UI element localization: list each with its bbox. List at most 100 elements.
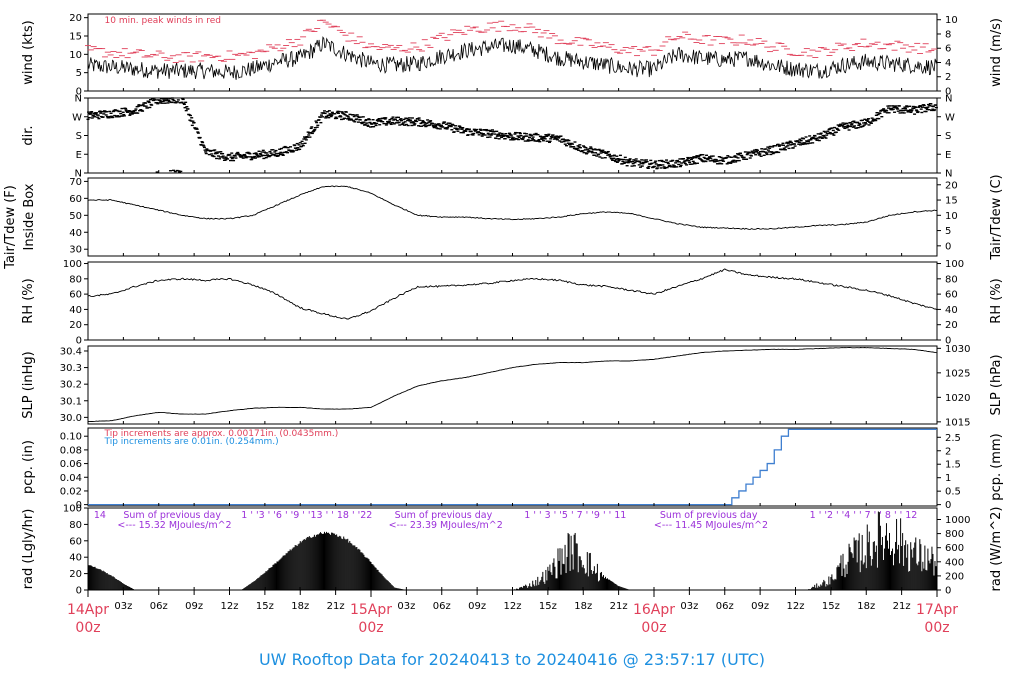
wind-ylabel-right: wind (m/s) <box>989 18 1004 87</box>
pcp-ytick-label: 0.06 <box>60 459 82 470</box>
rh-ytick-label: 40 <box>69 305 82 316</box>
wind-annotation: 10 min. peak winds in red <box>105 16 222 26</box>
rh-series-line <box>87 268 938 320</box>
rad-ytick-label: 80 <box>69 520 82 531</box>
pcp-ytick-right-label: 0 <box>945 500 951 511</box>
slp-ytick-right-label: 1020 <box>945 393 970 404</box>
rad-daily-sum-value: <--- 15.32 MJoules/m^2 <box>117 520 231 531</box>
day-label-time: 00z <box>641 620 666 636</box>
dir-ytick-label: N <box>75 94 82 105</box>
rad-ytick-label: 100 <box>63 504 82 515</box>
rh-ylabel-right: RH (%) <box>989 278 1004 323</box>
pcp-ytick-label: 0.08 <box>60 445 82 456</box>
rh-ytick-right-label: 80 <box>945 274 958 285</box>
time-tick-label: 09z <box>468 601 486 612</box>
temp-ytick-label: 50 <box>69 211 82 222</box>
temp-ylabel: Tair/Tdew (F) <box>3 185 18 270</box>
time-tick-label: 18z <box>857 601 875 612</box>
rad-hour-mark: 14 <box>94 510 106 521</box>
rh-ytick-label: 100 <box>63 259 82 270</box>
pcp-ytick-right-label: 0.5 <box>945 487 961 498</box>
temp-frame <box>87 177 938 257</box>
dir-ytick-right-label: N <box>945 169 952 180</box>
wind-ytick-label: 10 <box>69 50 82 61</box>
wind-ytick-label: 15 <box>69 32 82 43</box>
slp-ytick-right-label: 1015 <box>945 417 970 428</box>
pcp-ytick-right-label: 1 <box>945 473 951 484</box>
wind-ytick-right-label: 10 <box>945 15 958 26</box>
pcp-series-line <box>88 428 937 506</box>
rad-ytick-right-label: 400 <box>945 557 964 568</box>
day-label-date: 14Apr <box>67 602 109 618</box>
temp-ytick-right-label: 10 <box>945 211 958 222</box>
dir-ytick-label: S <box>76 131 82 142</box>
chart-title: UW Rooftop Data for 20240413 to 20240416… <box>259 650 765 669</box>
pcp-ytick-right-label: 2 <box>945 446 951 457</box>
panel-wind: 0 5 10 15 20 0 2 4 6 8 10 wind (kts) wind (m/s) 10 mi… <box>21 13 1004 97</box>
time-tick-label: 12z <box>787 601 805 612</box>
slp-ytick-label: 30.1 <box>60 396 82 407</box>
pcp-annotation-fine: Tip increments are approx. 0.00171in. (0… <box>104 429 339 439</box>
day-label-date: 15Apr <box>350 602 392 618</box>
rh-frame <box>87 261 938 341</box>
rad-bars <box>87 511 937 590</box>
dir-ytick-label: E <box>76 150 82 161</box>
slp-ytick-label: 30.2 <box>60 380 82 391</box>
rad-ytick-label: 40 <box>69 553 82 564</box>
temp-ytick-label: 60 <box>69 194 82 205</box>
temp-ytick-right-label: 20 <box>945 180 958 191</box>
pcp-ylabel: pcp. (in) <box>21 440 36 494</box>
rad-ytick-right-label: 1000 <box>945 515 970 526</box>
slp-ytick-label: 30.0 <box>60 413 82 424</box>
temp-series-line <box>87 185 938 230</box>
time-tick-label: 06z <box>433 601 451 612</box>
dir-ytick-right-label: S <box>945 131 951 142</box>
time-tick-label: 15z <box>822 601 840 612</box>
slp-ylabel-right: SLP (hPa) <box>989 354 1004 415</box>
panel-temp: 30 40 50 60 70 0 5 10 15 20 Tair/Tdew (F) Inside Bo… <box>3 174 1004 269</box>
rh-ytick-label: 0 <box>76 336 82 347</box>
rh-ytick-label: 20 <box>69 320 82 331</box>
wind-peak-marks <box>85 19 938 63</box>
dir-ytick-right-label: N <box>945 94 952 105</box>
dir-ytick-label: N <box>75 169 82 180</box>
rad-ytick-right-label: 600 <box>945 543 964 554</box>
rad-ylabel: rad (Lgly/hr) <box>21 509 36 590</box>
rad-ylabel-right: rad (W/m^2) <box>989 507 1004 592</box>
time-tick-label: 03z <box>397 601 415 612</box>
time-tick-label: 09z <box>185 601 203 612</box>
dir-ytick-label: W <box>72 112 82 123</box>
slp-ytick-right-label: 1030 <box>945 344 970 355</box>
pcp-ytick-label: 0.02 <box>60 486 82 497</box>
temp-ytick-right-label: 0 <box>945 241 951 252</box>
rh-ytick-right-label: 0 <box>945 336 951 347</box>
wind-ytick-right-label: 6 <box>945 44 951 55</box>
rh-ytick-right-label: 40 <box>945 305 958 316</box>
day-label-date: 17Apr <box>916 602 958 618</box>
slp-series-line <box>87 347 938 423</box>
time-tick-label: 15z <box>256 601 274 612</box>
time-tick-label: 18z <box>291 601 309 612</box>
pcp-ytick-label: 0.04 <box>60 473 82 484</box>
rad-ytick-label: 20 <box>69 569 82 580</box>
rad-daily-sum-label: Sum of previous day <box>123 510 221 521</box>
dir-ytick-right-label: E <box>945 150 951 161</box>
wind-series-line <box>87 36 938 80</box>
dir-points <box>86 97 938 173</box>
pcp-annotation-coarse: Tip increments are 0.01in. (0.254mm.) <box>104 437 279 447</box>
dir-ytick-right-label: W <box>945 112 955 123</box>
temp-ytick-label: 30 <box>69 245 82 256</box>
time-tick-label: 12z <box>504 601 522 612</box>
rad-daily-sum-value: <--- 23.39 MJoules/m^2 <box>389 520 503 531</box>
time-tick-label: 15z <box>539 601 557 612</box>
rh-ytick-label: 80 <box>69 274 82 285</box>
day-label-time: 00z <box>358 620 383 636</box>
slp-frame <box>87 345 938 425</box>
day-label-time: 00z <box>75 620 100 636</box>
rad-hour-mark: 1 ' ' 3 ' '5 ' 7 ' '9 ' ' 11 <box>524 510 626 521</box>
slp-ytick-label: 30.4 <box>60 346 82 357</box>
time-tick-label: 12z <box>221 601 239 612</box>
rad-hour-mark: 1 ' '3 ' '6 ' '9 ' '13 ' ' 18 ' '22 <box>241 510 372 521</box>
